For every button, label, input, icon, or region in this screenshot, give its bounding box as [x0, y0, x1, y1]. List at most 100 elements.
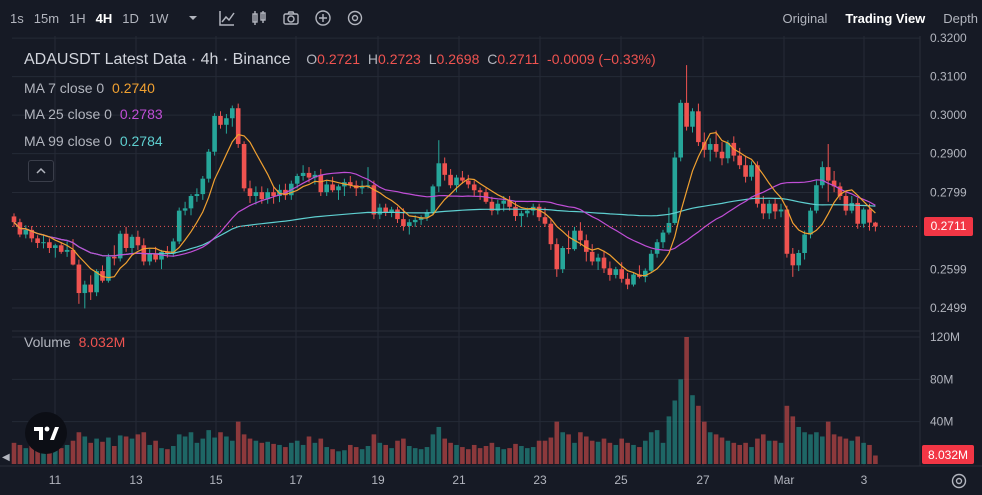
- candle-body: [312, 174, 318, 178]
- volume-legend[interactable]: Volume 8.032M: [24, 334, 125, 350]
- camera-icon[interactable]: [278, 5, 304, 31]
- candle-body: [613, 269, 619, 275]
- tradingview-logo[interactable]: [25, 412, 67, 454]
- view-depth[interactable]: Depth: [943, 10, 978, 26]
- volume-bar: [383, 444, 388, 464]
- last-volume-tag: 8.032M: [922, 445, 974, 464]
- plus-circle-icon[interactable]: [310, 5, 336, 31]
- ma7-line: [13, 132, 876, 279]
- volume-bar: [129, 438, 135, 464]
- candle-body: [82, 284, 88, 294]
- volume-bar: [448, 442, 453, 464]
- candle-body: [171, 241, 176, 254]
- indicator-icon[interactable]: [214, 5, 240, 31]
- candle-body: [271, 192, 276, 197]
- volume-bar: [29, 438, 34, 464]
- ma25-value: 0.2783: [119, 106, 163, 122]
- view-original[interactable]: Original: [782, 10, 828, 26]
- volume-bar: [430, 434, 436, 464]
- low-value: 0.2698: [436, 51, 480, 67]
- volume-bar: [283, 447, 288, 464]
- scroll-left-icon[interactable]: ◀: [2, 452, 10, 463]
- volume-bar: [117, 435, 123, 464]
- candle-body: [566, 247, 571, 250]
- candle-body: [507, 200, 512, 207]
- candle-body: [743, 165, 748, 177]
- volume-bar: [259, 442, 265, 464]
- candle-body: [330, 184, 335, 191]
- candle-body: [631, 274, 636, 285]
- candle-body: [123, 233, 129, 248]
- volume-bar: [725, 440, 731, 464]
- candle-body: [430, 186, 436, 213]
- candle-body: [241, 144, 247, 189]
- candle-body: [477, 190, 483, 193]
- volume-bar: [873, 455, 878, 464]
- candle-body: [873, 222, 878, 227]
- volume-bar: [631, 444, 636, 464]
- timeframe-1s[interactable]: 1s: [10, 10, 24, 26]
- close-label: C: [487, 51, 498, 67]
- symbol-title[interactable]: ADAUSDT Latest Data · 4h · Binance: [24, 51, 291, 68]
- candle-body: [466, 180, 471, 185]
- volume-bar: [318, 438, 324, 464]
- volume-bar: [536, 440, 542, 464]
- candle-body: [560, 247, 565, 270]
- volume-bar: [194, 442, 200, 464]
- volume-bar: [749, 447, 754, 464]
- candle-body: [436, 163, 442, 187]
- candle-body: [47, 242, 52, 248]
- volume-bar: [684, 337, 689, 464]
- volume-bar: [814, 432, 819, 464]
- candle-body: [713, 144, 719, 152]
- volume-bar: [519, 446, 524, 464]
- timeframe-1h[interactable]: 1H: [69, 10, 86, 26]
- view-trading-view[interactable]: Trading View: [845, 10, 926, 26]
- timeframe-1d[interactable]: 1D: [122, 10, 139, 26]
- volume-bar: [17, 444, 23, 464]
- candle-body: [383, 207, 388, 213]
- ma25-legend[interactable]: MA 25 close 0 0.2783: [24, 106, 163, 122]
- open-label: O: [306, 51, 318, 67]
- candle-body: [23, 229, 29, 235]
- volume-bar: [525, 448, 530, 464]
- candle-body: [589, 251, 595, 262]
- last-price-tag: 0.2711: [924, 216, 973, 236]
- ma99-legend[interactable]: MA 99 close 0 0.2784: [24, 133, 163, 149]
- candle-body: [542, 217, 548, 224]
- candle-body: [371, 185, 377, 215]
- candle-body: [247, 188, 253, 197]
- candle-body: [147, 253, 152, 262]
- candle-body: [206, 151, 211, 179]
- candle-body: [855, 202, 860, 224]
- candle-body: [536, 206, 542, 218]
- timeframe-1w[interactable]: 1W: [148, 10, 169, 26]
- candle-body: [117, 233, 123, 259]
- timeframe-4h[interactable]: 4H: [95, 10, 113, 26]
- volume-bar: [182, 436, 188, 464]
- candle-body: [318, 174, 324, 193]
- collapse-legend-button[interactable]: [28, 160, 54, 182]
- gear-icon[interactable]: [342, 5, 368, 31]
- chart-settings-button[interactable]: [946, 468, 972, 494]
- volume-axis[interactable]: 120M 80M 40M: [930, 330, 960, 429]
- time-axis[interactable]: 11 13 15 17 19 21 23 25 27 Mar 3: [49, 473, 868, 487]
- volume-bar: [595, 441, 601, 464]
- ma7-legend[interactable]: MA 7 close 0 0.2740: [24, 80, 155, 96]
- time-tick-label: 13: [129, 473, 143, 487]
- volume-bar: [306, 436, 312, 464]
- volume-bar: [849, 440, 855, 464]
- view-switcher: Original Trading View Depth: [783, 0, 982, 36]
- price-axis[interactable]: 0.3200 0.3100 0.3000 0.2900 0.2799 0.2599 0.24…: [930, 31, 967, 315]
- candle-body: [188, 196, 194, 209]
- volume-bar: [690, 395, 695, 464]
- volume-bar: [589, 440, 595, 464]
- chevron-down-icon[interactable]: [180, 5, 206, 31]
- candle-type-icon[interactable]: [246, 5, 272, 31]
- candle-body: [519, 213, 524, 217]
- volume-bar: [637, 447, 642, 464]
- candlesticks: [11, 65, 878, 309]
- timeframe-15m[interactable]: 15m: [33, 10, 60, 26]
- candle-body: [448, 174, 453, 186]
